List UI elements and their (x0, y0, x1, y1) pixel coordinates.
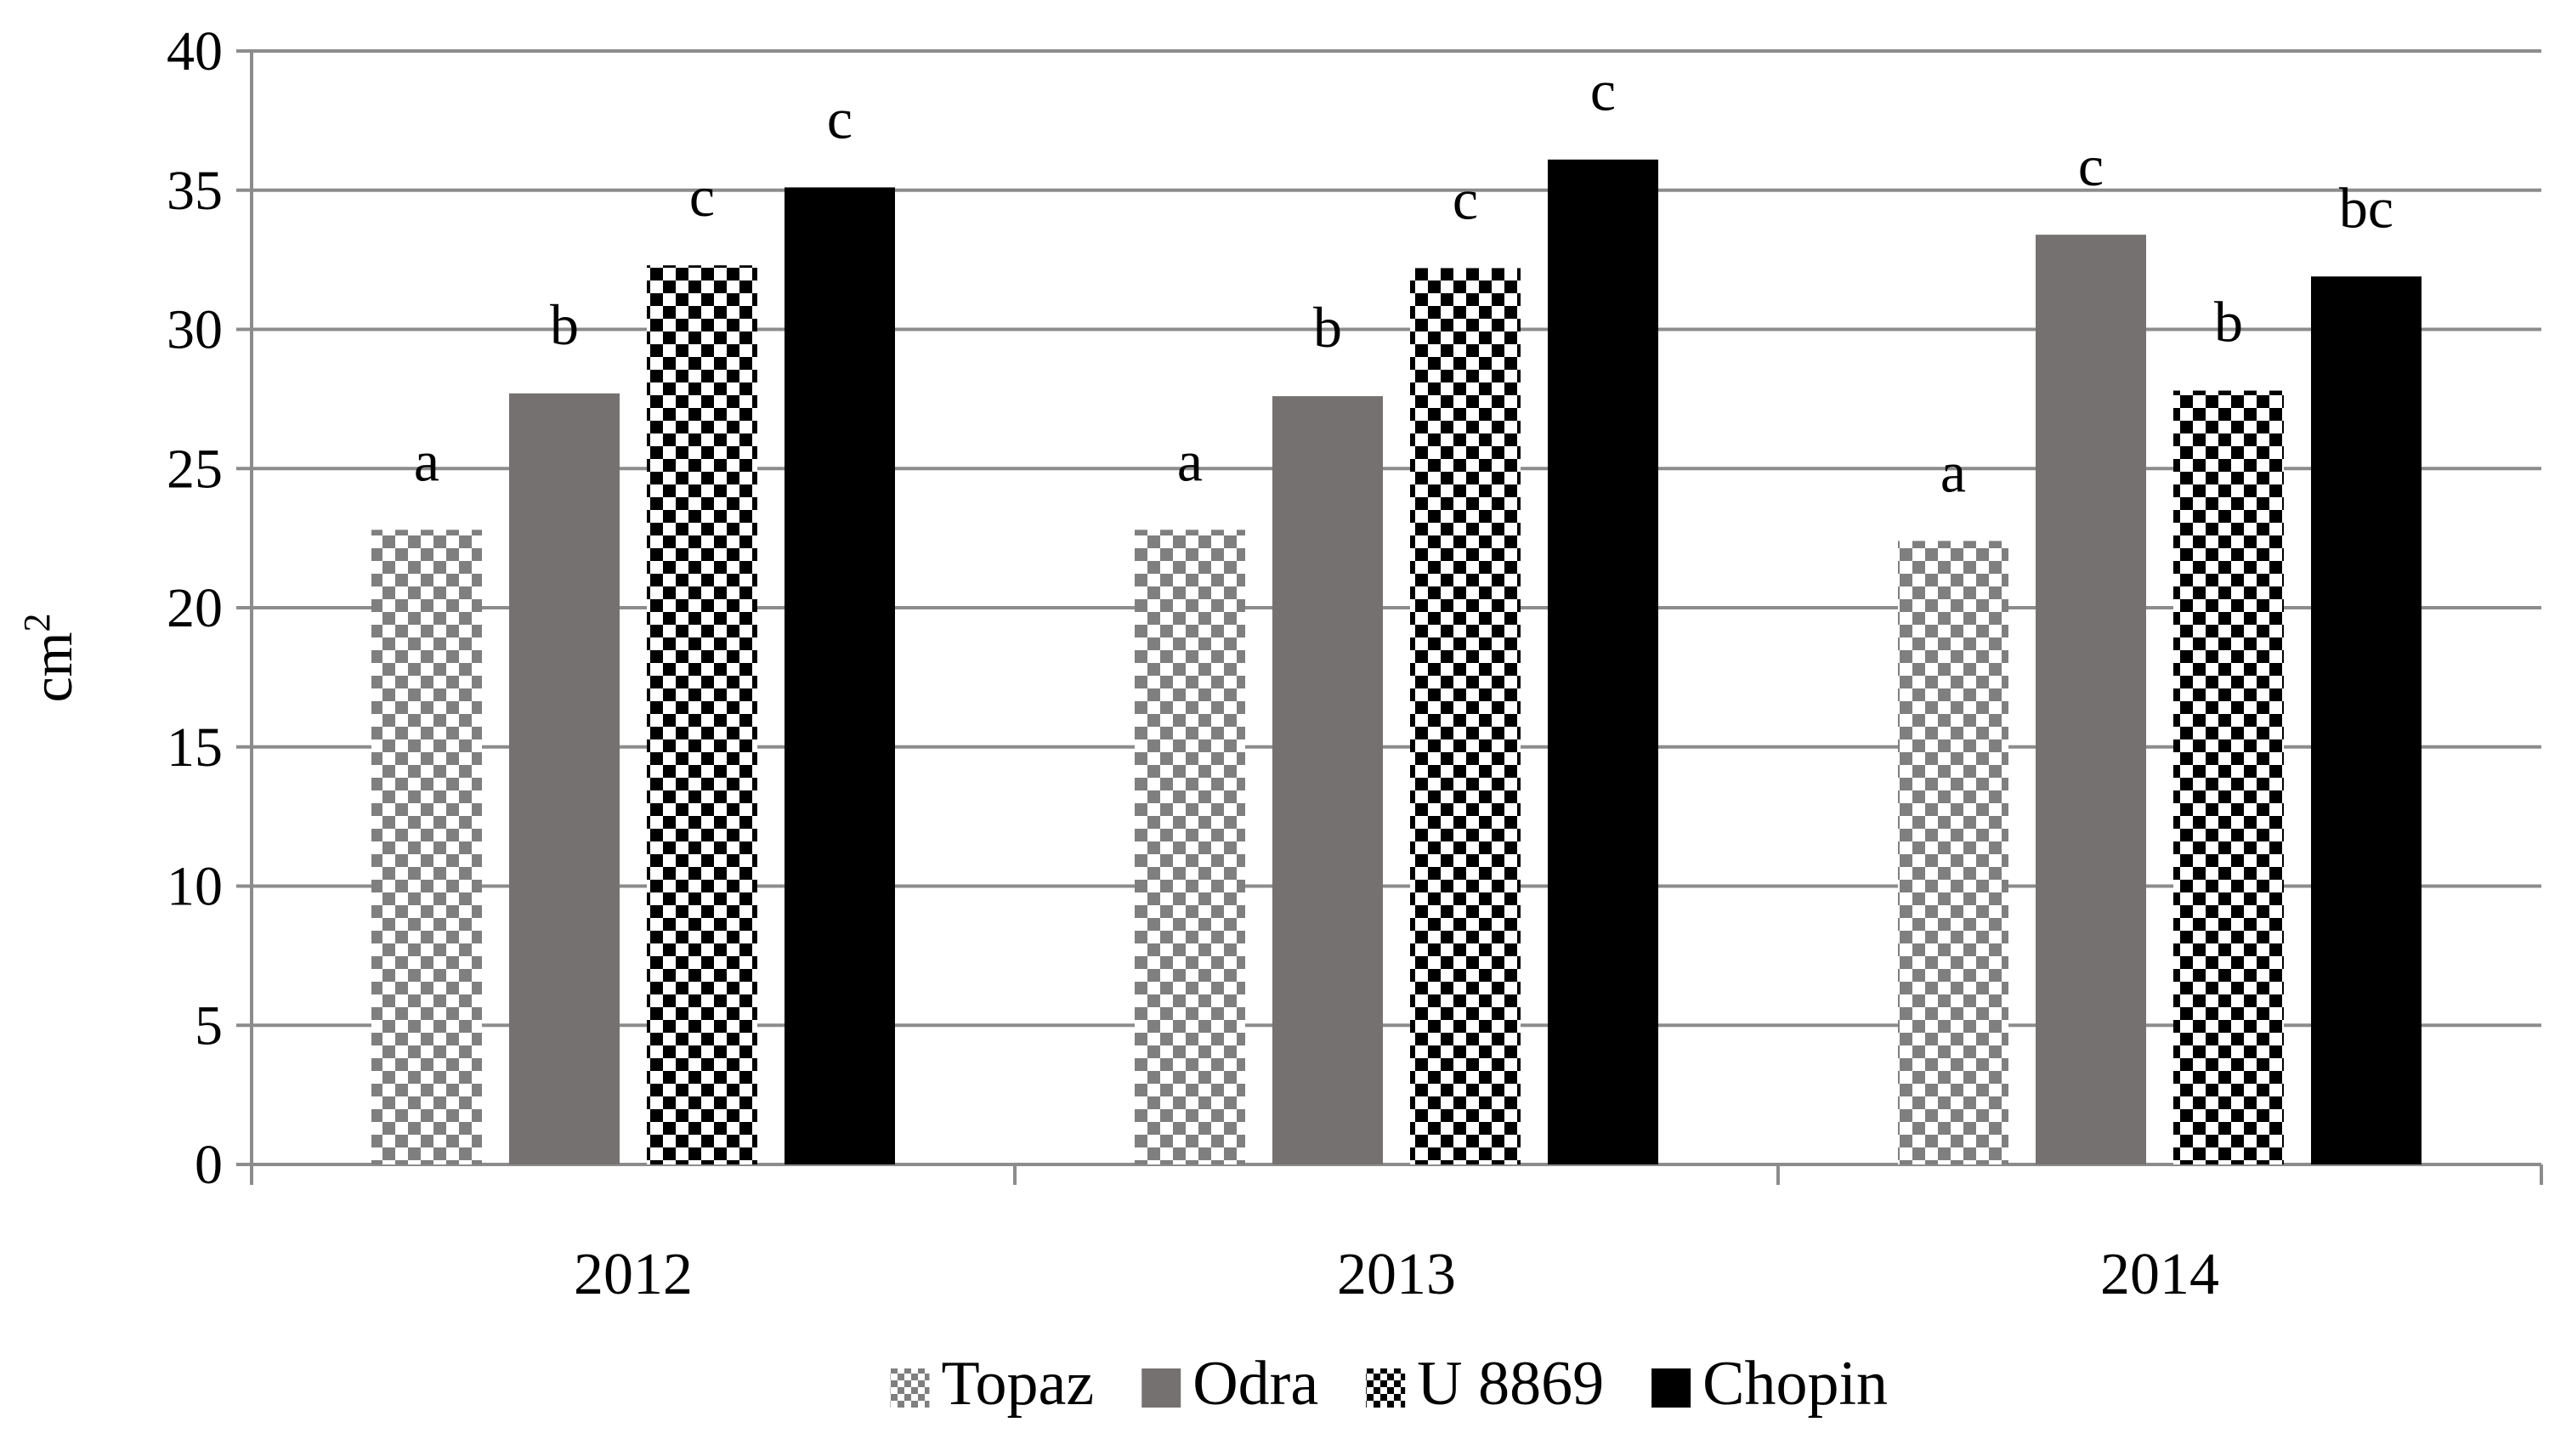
gridlines: 0 5 10 15 20 25 30 35 40 (167, 20, 2541, 1196)
bar-topaz (1898, 541, 2008, 1164)
y-axis-title-superscript: 2 (16, 613, 58, 632)
legend: Topaz Odra U 8869 Chopin (890, 1349, 1888, 1419)
significance-letter: a (1940, 439, 1966, 504)
x-category-label: 2013 (1337, 1242, 1456, 1307)
y-tick-label: 5 (195, 994, 223, 1057)
legend-swatch (1141, 1368, 1181, 1408)
significance-letter: a (1177, 428, 1203, 493)
significance-letter: c (827, 86, 853, 150)
legend-label: Odra (1192, 1349, 1318, 1419)
bar-odra (1272, 396, 1383, 1165)
y-tick-label: 20 (167, 577, 223, 639)
y-axis-title: cm2 (16, 613, 84, 702)
bar-u-8869 (2173, 390, 2284, 1164)
significance-letter: c (1590, 59, 1616, 123)
bars (371, 159, 2422, 1165)
bar-odra (509, 393, 620, 1164)
significance-letter: bc (2339, 175, 2393, 240)
bar-topaz (371, 530, 482, 1164)
legend-swatch (1366, 1368, 1406, 1408)
y-tick-label: 30 (167, 299, 223, 361)
legend-item: Chopin (1651, 1349, 1888, 1419)
legend-label: Topaz (942, 1349, 1095, 1419)
x-category-label: 2014 (2100, 1242, 2219, 1307)
bar-u-8869 (647, 265, 757, 1164)
bar-odra (2036, 235, 2146, 1164)
bar-u-8869 (1410, 268, 1521, 1165)
significance-letter: c (2078, 133, 2104, 198)
significance-letter: c (689, 164, 715, 229)
bar-chopin (1548, 159, 1658, 1165)
x-category-label: 2012 (574, 1242, 693, 1307)
y-tick-label: 0 (195, 1134, 223, 1196)
significance-letter: c (1453, 167, 1478, 231)
legend-label: Chopin (1702, 1349, 1888, 1419)
y-tick-label: 25 (167, 438, 223, 500)
legend-item: U 8869 (1366, 1349, 1604, 1419)
legend-item: Odra (1141, 1349, 1318, 1419)
legend-swatch (890, 1368, 930, 1408)
axes (250, 51, 2543, 1185)
legend-label: U 8869 (1417, 1349, 1604, 1419)
y-tick-label: 40 (167, 20, 223, 82)
bar-chopin (785, 187, 895, 1165)
significance-letter: b (2214, 290, 2243, 354)
legend-swatch (1651, 1368, 1691, 1408)
y-tick-label: 15 (167, 717, 223, 779)
legend-item: Topaz (890, 1349, 1095, 1419)
significance-letter: b (550, 292, 579, 357)
significance-letter: a (414, 428, 439, 493)
significance-letter: b (1313, 295, 1342, 360)
bar-chopin (2311, 276, 2422, 1164)
y-tick-label: 10 (167, 856, 223, 918)
bar-topaz (1135, 530, 1245, 1164)
y-tick-label: 35 (167, 160, 223, 222)
